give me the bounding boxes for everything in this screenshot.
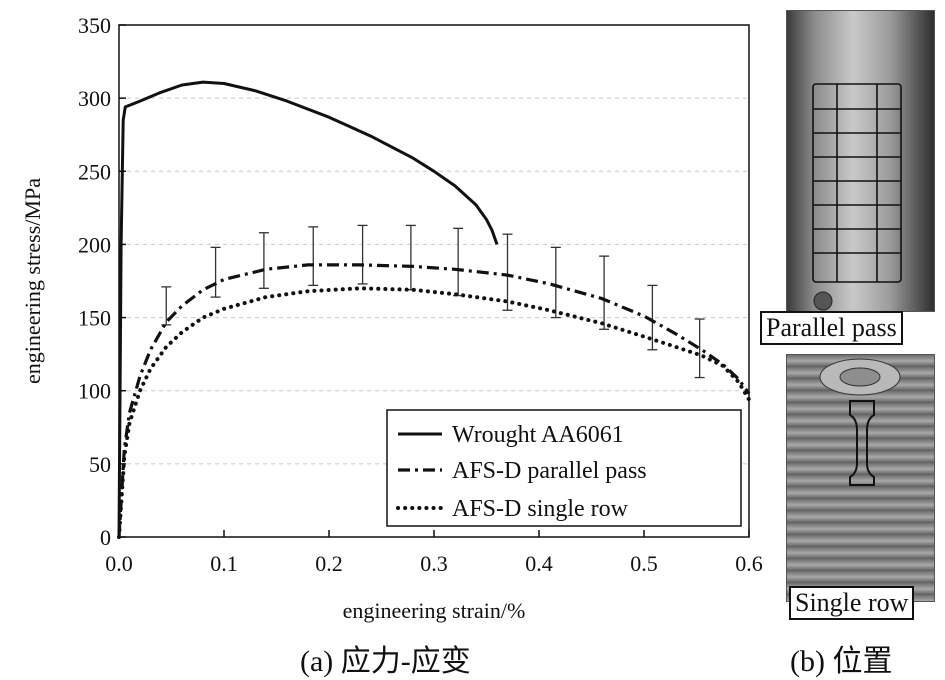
series-line-2 (117, 286, 751, 539)
legend: Wrought AA6061 AFS-D parallel pass AFS-D… (386, 409, 742, 527)
error-bar (647, 284, 658, 351)
y-tick-label-0: 0 (100, 525, 111, 550)
axis-ticks: 0 50 100 150 200 250 300 350 0.0 0.1 0.2 0.3 0.4 0.5 0… (78, 13, 763, 576)
legend-label-single: AFS-D single row (452, 496, 629, 522)
y-tick-label-3: 150 (78, 306, 111, 331)
caption-right: (b) 位置 (790, 645, 893, 678)
error-bar (599, 255, 610, 330)
error-bar (502, 233, 513, 311)
x-tick-label-0: 0.0 (105, 551, 133, 576)
error-bar (210, 246, 221, 298)
parallel-pass-label: Parallel pass (760, 311, 903, 345)
series-lines (117, 80, 751, 539)
error-bar (405, 224, 416, 291)
specimen-outline-single (819, 358, 901, 486)
legend-label-wrought: Wrought AA6061 (452, 422, 624, 448)
error-bar (308, 226, 319, 287)
y-tick-label-7: 350 (78, 13, 111, 38)
x-tick-label-6: 0.6 (735, 551, 763, 576)
single-row-photo (786, 354, 935, 602)
error-bar (357, 224, 368, 285)
grid-lines (119, 97, 749, 465)
y-tick-label-1: 50 (89, 452, 111, 477)
y-tick-label-6: 300 (78, 86, 111, 111)
y-tick-label-4: 200 (78, 232, 111, 257)
y-axis-title: engineering stress/MPa (20, 178, 45, 384)
error-bars (161, 224, 705, 379)
x-tick-label-5: 0.5 (630, 551, 658, 576)
series-line-0 (117, 80, 499, 538)
error-bar (694, 318, 705, 379)
specimen-outline-grid (812, 83, 902, 311)
parallel-pass-photo (786, 10, 935, 312)
y-tick-label-2: 100 (78, 379, 111, 404)
x-tick-label-3: 0.3 (420, 551, 448, 576)
y-tick-label-5: 250 (78, 159, 111, 184)
legend-label-parallel: AFS-D parallel pass (452, 458, 647, 484)
error-bar (258, 232, 269, 289)
error-bar (550, 246, 561, 319)
x-tick-label-2: 0.2 (315, 551, 343, 576)
legend-box (386, 409, 742, 527)
caption-left: (a) 应力-应变 (300, 645, 471, 678)
error-bar (453, 227, 464, 297)
x-tick-label-4: 0.4 (525, 551, 553, 576)
single-row-label: Single row (789, 586, 915, 620)
series-line-1 (117, 263, 751, 538)
x-axis-title: engineering strain/% (343, 598, 526, 623)
x-tick-label-1: 0.1 (210, 551, 238, 576)
